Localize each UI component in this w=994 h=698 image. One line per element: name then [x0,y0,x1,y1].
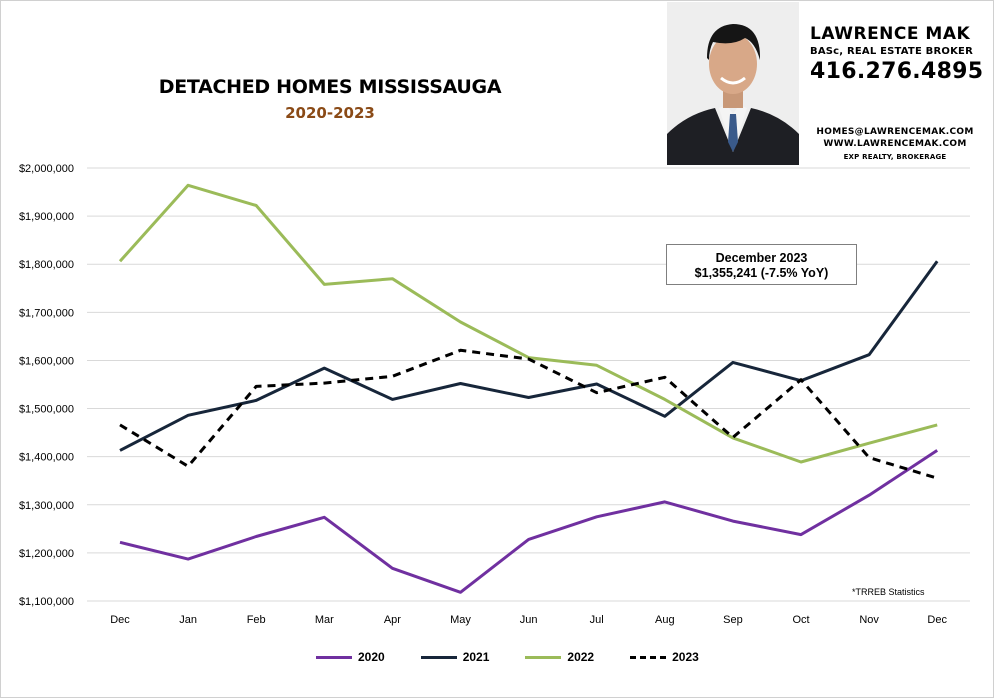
x-tick-label: Mar [315,614,334,626]
x-tick-label: May [450,614,471,626]
x-tick-label: Sep [723,614,743,626]
legend-item-2021: 2021 [420,650,490,664]
y-tick-label: $1,500,000 [19,404,74,416]
x-axis-ticks: Dec Jan Feb Mar Apr May Jun Jul Aug Sep Oct Nov Dec [110,614,947,626]
agent-portrait-icon [667,2,799,165]
legend-item-2023: 2023 [630,650,699,664]
legend-label: 2023 [672,650,699,664]
legend-label: 2022 [567,650,595,664]
legend-label: 2021 [462,650,490,664]
chart-legend: 2020 2021 2022 2023 [316,650,735,664]
december-2023-callout: December 2023 $1,355,241 (-7.5% YoY) [666,244,857,285]
y-tick-label: $1,700,000 [19,307,74,319]
y-tick-label: $1,600,000 [19,355,74,367]
x-tick-label: Aug [655,614,675,626]
y-tick-label: $1,300,000 [19,500,74,512]
agent-info: LAWRENCE MAK BASc, REAL ESTATE BROKER 41… [810,24,984,84]
series-line-2023 [119,348,938,480]
chart-subtitle: 2020-2023 [285,104,375,122]
x-tick-label: Dec [110,614,130,626]
x-tick-label: Dec [927,614,947,626]
y-tick-label: $1,400,000 [19,452,74,464]
agent-name: LAWRENCE MAK [810,24,971,44]
legend-item-2022: 2022 [525,650,594,664]
chart-title: DETACHED HOMES MISSISSAUGA [158,76,502,98]
legend-swatch [525,655,562,659]
y-axis-ticks: $1,100,000 $1,200,000 $1,300,000 $1,400,000… [19,163,74,608]
legend-label: 2020 [358,650,385,664]
agent-contact: HOMES@LAWRENCEMAK.COM WWW.LAWRENCEMAK.CO… [805,126,985,161]
agent-phone: 416.276.4895 [810,59,984,84]
x-tick-label: Oct [792,614,809,626]
legend-swatch [420,655,457,659]
legend-swatch [316,655,352,659]
y-tick-label: $1,800,000 [19,259,74,271]
y-tick-label: $1,100,000 [19,596,74,608]
y-tick-label: $2,000,000 [19,163,74,175]
agent-website: WWW.LAWRENCEMAK.COM [823,139,967,149]
agent-credentials: BASc, REAL ESTATE BROKER [810,46,973,57]
legend-swatch [630,655,667,659]
y-tick-label: $1,900,000 [19,211,74,223]
series-lines [118,183,939,594]
agent-email: HOMES@LAWRENCEMAK.COM [816,127,974,137]
series-line-2020 [119,449,939,594]
series-line-2022 [118,183,938,464]
legend-item-2020: 2020 [316,650,385,664]
x-tick-label: Feb [247,614,266,626]
x-tick-label: Apr [384,614,401,626]
callout-period: December 2023 [715,251,808,265]
x-tick-label: Jun [520,614,538,626]
x-tick-label: Jul [590,614,604,626]
x-tick-label: Nov [859,614,879,626]
series-line-2021 [119,260,939,452]
callout-value: $1,355,241 (-7.5% YoY) [694,266,829,280]
x-tick-label: Jan [179,614,197,626]
agent-brokerage: EXP REALTY, BROKERAGE [843,153,947,161]
y-tick-label: $1,200,000 [19,548,74,560]
gridlines [87,167,970,602]
source-note: *TRREB Statistics [852,587,925,597]
